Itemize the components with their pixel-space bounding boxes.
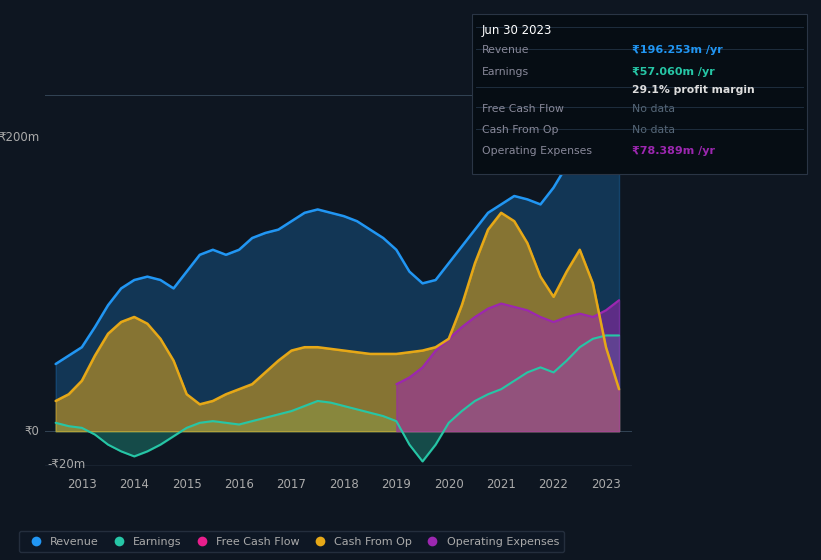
Text: Earnings: Earnings xyxy=(482,67,529,77)
Text: 29.1% profit margin: 29.1% profit margin xyxy=(632,85,755,95)
Text: Cash From Op: Cash From Op xyxy=(482,125,558,135)
Legend: Revenue, Earnings, Free Cash Flow, Cash From Op, Operating Expenses: Revenue, Earnings, Free Cash Flow, Cash … xyxy=(19,531,565,552)
Text: ₹196.253m /yr: ₹196.253m /yr xyxy=(632,45,723,55)
Text: ₹57.060m /yr: ₹57.060m /yr xyxy=(632,67,715,77)
Text: No data: No data xyxy=(632,125,675,135)
Text: ₹200m: ₹200m xyxy=(0,130,39,144)
Text: No data: No data xyxy=(632,104,675,114)
Text: Jun 30 2023: Jun 30 2023 xyxy=(482,24,553,37)
Text: -₹20m: -₹20m xyxy=(48,458,86,472)
Text: ₹78.389m /yr: ₹78.389m /yr xyxy=(632,147,715,156)
Text: ₹0: ₹0 xyxy=(25,424,39,438)
Text: Free Cash Flow: Free Cash Flow xyxy=(482,104,564,114)
Text: Operating Expenses: Operating Expenses xyxy=(482,147,592,156)
Text: Revenue: Revenue xyxy=(482,45,530,55)
